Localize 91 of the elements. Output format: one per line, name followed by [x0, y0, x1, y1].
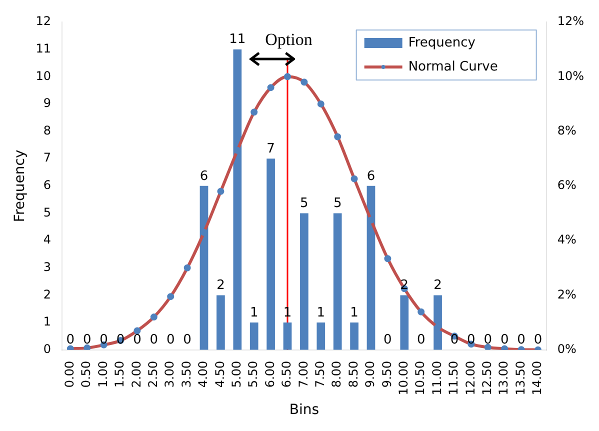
legend-label: Frequency: [408, 35, 476, 50]
data-label: 7: [266, 141, 275, 156]
x-tick-label: 9.00: [363, 360, 378, 388]
x-tick-label: 0.00: [62, 360, 77, 388]
x-tick-label: 3.00: [162, 360, 177, 388]
data-label: 1: [316, 305, 326, 320]
y-tick-label: 7: [43, 150, 52, 165]
y-tick-label: 5: [43, 205, 52, 220]
y-tick-label: 2: [43, 287, 52, 302]
y-tick-label: 8: [43, 123, 52, 138]
x-axis-title: Bins: [289, 402, 320, 418]
data-label: 0: [534, 332, 542, 348]
data-label: 5: [333, 196, 342, 212]
x-tick-label: 12.50: [480, 360, 494, 396]
y-tick-label: 1: [43, 314, 52, 329]
data-label: 6: [366, 168, 376, 184]
bar: [250, 322, 258, 350]
x-tick-label: 4.50: [212, 360, 227, 388]
data-label: 0: [517, 332, 526, 348]
data-label: 0: [384, 332, 392, 348]
x-tick-label: 10.00: [396, 360, 411, 396]
data-label: 0: [500, 332, 509, 348]
data-label: 2: [216, 278, 225, 294]
x-tick-label: 8.50: [346, 360, 360, 388]
legend-label: Normal Curve: [408, 59, 498, 74]
x-tick-label: 9.50: [380, 360, 394, 388]
data-label: 0: [133, 332, 142, 348]
y2-tick-label: 0%: [557, 342, 576, 356]
data-label: 0: [66, 332, 75, 348]
y2-tick-label: 4%: [557, 232, 576, 247]
bar: [316, 322, 326, 350]
bar: [434, 295, 442, 350]
annotation: Option: [265, 30, 312, 50]
x-tick-label: 13.50: [513, 360, 528, 396]
data-label: 0: [150, 332, 158, 348]
x-tick-label: 8.00: [330, 360, 344, 388]
data-label: 0: [183, 332, 192, 348]
x-tick-label: 11.00: [430, 360, 444, 396]
data-label: 0: [116, 332, 125, 348]
data-label: 11: [229, 32, 246, 48]
data-label: 1: [250, 305, 258, 320]
x-tick-label: 7.50: [313, 360, 328, 388]
y-tick-label: 11: [36, 41, 52, 56]
bar: [333, 213, 342, 350]
y2-tick-label: 10%: [557, 68, 584, 83]
x-tick-label: 3.50: [179, 360, 194, 388]
y2-tick-label: 8%: [557, 123, 576, 138]
bar: [200, 186, 208, 350]
y-tick-label: 4: [43, 232, 52, 247]
y-tick-label: 9: [43, 96, 52, 110]
bar: [266, 158, 275, 350]
x-tick-label: 4.00: [196, 360, 210, 388]
x-tick-label: 10.50: [413, 360, 428, 396]
y-tick-label: 0: [43, 342, 52, 356]
data-label: 0: [416, 332, 426, 348]
y2-tick-label: 6%: [557, 178, 576, 192]
bar: [300, 213, 308, 350]
bar: [283, 322, 292, 350]
bar: [366, 186, 376, 350]
x-tick-label: 7.00: [296, 360, 310, 388]
x-tick-label: 5.00: [230, 360, 244, 388]
x-tick-label: 2.50: [146, 360, 160, 388]
bar: [350, 322, 358, 350]
y-tick-label: 3: [43, 260, 52, 274]
data-label: 5: [300, 196, 308, 212]
data-label: 1: [350, 305, 358, 320]
x-tick-label: 0.50: [79, 360, 94, 388]
y-tick-label: 10: [36, 68, 52, 83]
data-label: 2: [434, 278, 442, 294]
bar: [233, 49, 242, 350]
x-tick-label: 6.00: [262, 360, 277, 388]
x-tick-label: 11.50: [446, 360, 461, 396]
x-tick-label: 1.00: [96, 360, 110, 388]
x-tick-label: 13.00: [496, 360, 511, 396]
bar: [216, 295, 225, 350]
y2-tick-label: 12%: [557, 14, 584, 28]
data-label: 6: [200, 168, 208, 184]
y2-tick-label: 2%: [557, 287, 576, 302]
y-axis-title: Frequency: [12, 150, 28, 222]
data-label: 0: [484, 332, 492, 348]
y-tick-label: 6: [43, 178, 52, 192]
x-tick-label: 14.00: [530, 360, 544, 396]
x-tick-label: 12.00: [463, 360, 478, 396]
data-label: 0: [166, 332, 175, 348]
x-tick-label: 5.50: [246, 360, 260, 388]
x-tick-label: 6.50: [280, 360, 294, 388]
y-tick-label: 12: [36, 14, 52, 28]
x-tick-label: 2.00: [129, 360, 144, 388]
x-tick-label: 1.50: [112, 360, 127, 388]
data-label: 0: [82, 332, 92, 348]
bar: [400, 295, 409, 350]
